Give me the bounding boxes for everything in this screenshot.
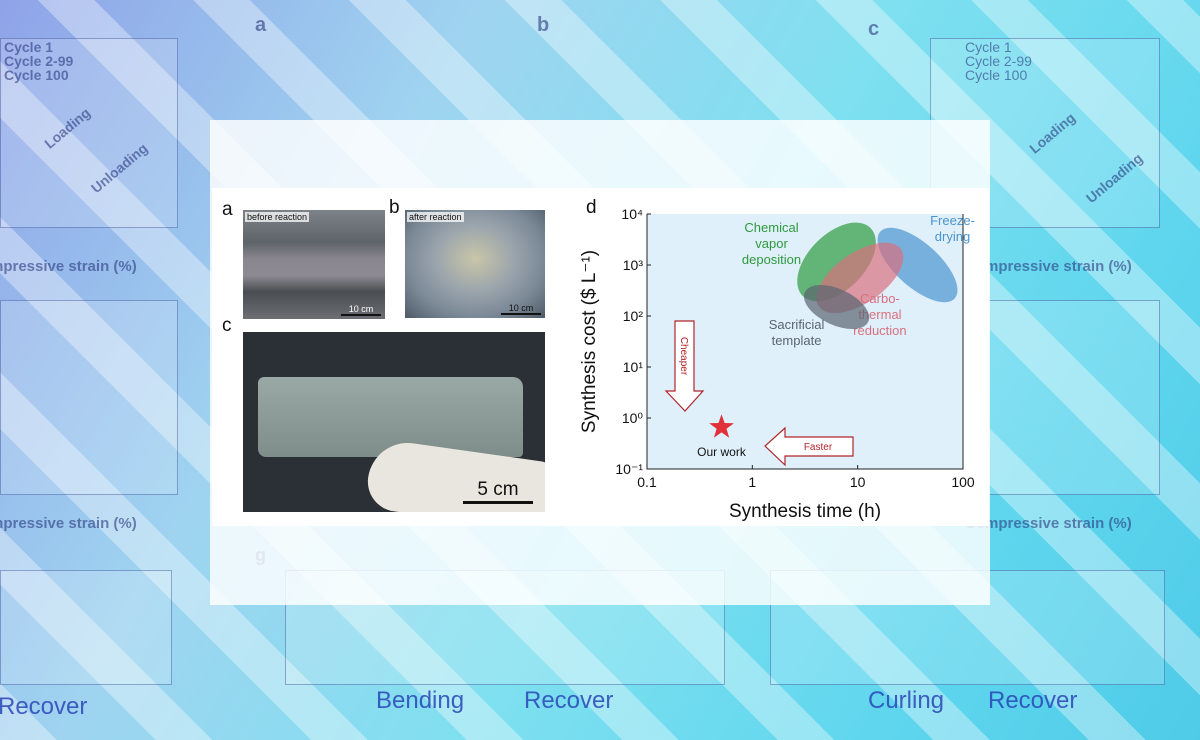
photo-sample: 5 cm [243,332,545,512]
scale-bar: 5 cm [463,479,533,504]
x-axis-label: Synthesis time (h) [729,501,881,522]
y-tick-label: 10⁴ [621,206,643,222]
x-tick-label: 0.1 [637,474,657,490]
scale-bar: 10 cm [501,303,541,315]
y-tick-label: 10¹ [623,359,644,375]
bg-label-curling: Curling [868,687,945,714]
bg-photo-strip-left [0,570,172,685]
bg-chart-left-top [0,38,178,228]
bg-label-recover: Recover [524,687,614,714]
cheaper-arrow [664,320,705,412]
star-marker [709,414,734,438]
region-label: Freeze- [930,213,975,228]
caption: after reaction [407,212,464,222]
panel-letter-d: d [586,197,597,218]
region-label: Sacrificial [769,317,825,332]
region-label: drying [935,229,970,244]
bg-legend-item: Cycle 1 [965,39,1012,55]
axes-frame [646,214,964,470]
bg-axis-label: Compressive strain (%) [965,515,1132,532]
bg-legend-item: Cycle 1 [4,39,54,55]
bg-panel-letter: c [868,18,880,40]
bg-label-recover: Recover [0,693,88,720]
point-label: Our work [697,445,747,459]
bg-axis-label: Compressive strain (%) [0,515,137,532]
bg-chart-left-bottom [0,300,178,495]
scale-bar: 10 cm [341,304,381,316]
photo-after-reaction: after reaction 10 cm [405,210,545,318]
y-tick-label: 10² [623,308,644,324]
bg-legend-item: Cycle 100 [965,67,1028,83]
bg-axis-label: Compressive strain (%) [0,258,137,275]
region-label: Chemical [744,220,798,235]
bg-label-recover: Recover [988,687,1078,714]
scale-label: 5 cm [477,479,519,500]
region-label: reduction [853,323,906,338]
x-tick-label: 100 [951,474,975,490]
bg-legend-item: Cycle 2-99 [4,53,74,69]
x-tick-label: 1 [748,474,756,490]
scale-label: 10 cm [348,304,374,314]
region-label: Carbo- [860,291,900,306]
bg-legend-item: Cycle 2-99 [965,53,1032,69]
y-axis-label: Synthesis cost ($ L⁻¹) [579,250,600,433]
panel-letter-c: c [222,315,232,336]
bg-legend-item: Cycle 100 [4,67,69,83]
bg-legend: Cycle 1 Cycle 2-99 Cycle 100 [4,40,73,82]
region-label: deposition [742,252,801,267]
faster-arrow [764,426,854,467]
panel-letter-b: b [389,197,400,218]
region-label: template [772,333,822,348]
bg-axis-label: Compressive strain (%) [965,258,1132,275]
bg-panel-letter: a [255,14,267,36]
bg-panel-letter: b [537,14,550,36]
y-tick-label: 10³ [623,257,644,273]
cheaper-label: Cheaper [678,337,689,376]
bg-label-bending: Bending [376,687,465,714]
bg-legend-right: Cycle 1 Cycle 2-99 Cycle 100 [965,40,1032,82]
faster-label: Faster [804,442,833,453]
y-tick-label: 10⁰ [622,410,644,426]
region-label: vapor [755,236,788,251]
x-tick-label: 10 [850,474,866,490]
panel-letter-a: a [222,199,233,220]
sample-block [258,377,523,457]
caption: before reaction [245,212,310,222]
region-sacrificial-template [803,284,870,330]
scale-label: 10 cm [508,303,534,313]
photo-before-reaction: before reaction 10 cm [243,210,385,319]
y-tick-label: 10⁻¹ [615,461,643,477]
